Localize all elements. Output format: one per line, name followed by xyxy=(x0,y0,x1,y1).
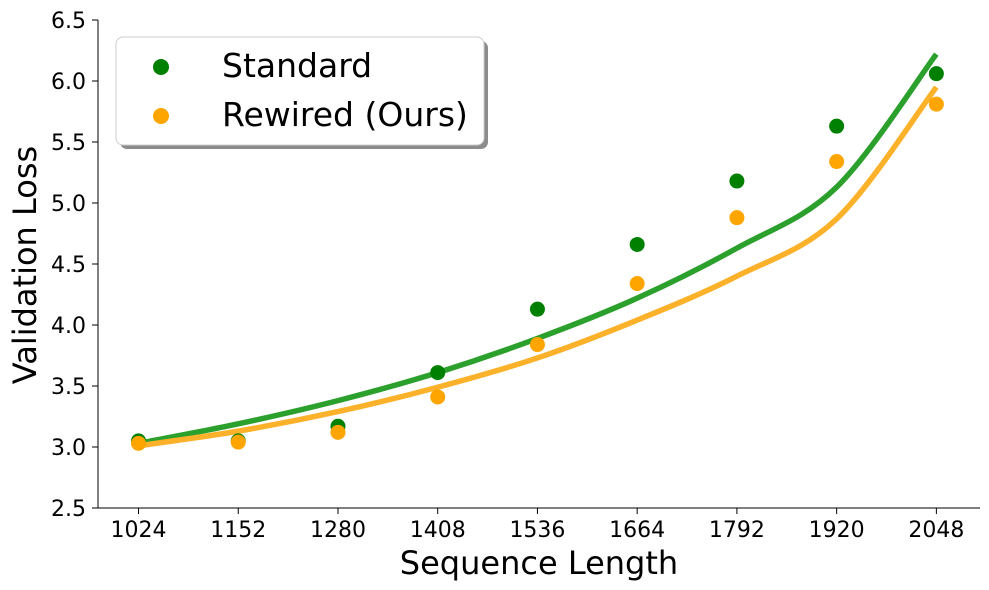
point-rewired-ours xyxy=(230,434,246,450)
y-tick-label: 6.5 xyxy=(51,9,86,34)
point-rewired-ours xyxy=(729,210,745,226)
fit-line-rewired-ours xyxy=(138,85,939,449)
ticks: 1024 1152 1280 1408 1536 1664 1792 1920 2048 2.5 3… xyxy=(51,9,964,543)
point-rewired-ours xyxy=(928,96,944,112)
y-tick-label: 5.0 xyxy=(51,192,86,217)
x-tick-label: 1536 xyxy=(509,518,565,543)
x-tick-label: 2048 xyxy=(908,518,964,543)
point-rewired-ours xyxy=(629,276,645,292)
point-rewired-ours xyxy=(430,389,446,405)
point-standard xyxy=(430,365,446,381)
x-tick-label: 1792 xyxy=(709,518,765,543)
y-tick-label: 4.0 xyxy=(51,314,86,339)
legend-marker-rewired xyxy=(153,108,169,124)
y-tick-label: 3.5 xyxy=(51,375,86,400)
x-tick-label: 1664 xyxy=(609,518,665,543)
point-rewired-ours xyxy=(131,435,147,451)
x-tick-label: 1920 xyxy=(809,518,865,543)
legend-frame xyxy=(115,36,485,146)
legend-label-rewired: Rewired (Ours) xyxy=(222,95,468,134)
x-axis-title: Sequence Length xyxy=(400,544,678,582)
y-tick-label: 2.5 xyxy=(51,497,86,522)
point-standard xyxy=(729,173,745,189)
legend-marker-standard xyxy=(153,59,169,75)
x-tick-label: 1408 xyxy=(410,518,466,543)
x-tick-label: 1024 xyxy=(111,518,167,543)
data-points xyxy=(131,66,944,451)
y-tick-label: 5.5 xyxy=(51,131,86,156)
x-tick-label: 1152 xyxy=(210,518,266,543)
x-tick-label: 1280 xyxy=(310,518,366,543)
point-rewired-ours xyxy=(829,154,845,170)
point-standard xyxy=(829,118,845,134)
legend: Standard Rewired (Ours) xyxy=(115,36,488,149)
y-axis-title: Validation Loss xyxy=(6,146,44,384)
legend-label-standard: Standard xyxy=(222,46,372,85)
point-standard xyxy=(928,66,944,82)
point-standard xyxy=(529,301,545,317)
point-rewired-ours xyxy=(529,337,545,353)
point-rewired-ours xyxy=(330,424,346,440)
y-tick-label: 3.0 xyxy=(51,436,86,461)
y-tick-label: 4.5 xyxy=(51,253,86,278)
y-tick-label: 6.0 xyxy=(51,70,86,95)
point-standard xyxy=(629,236,645,252)
